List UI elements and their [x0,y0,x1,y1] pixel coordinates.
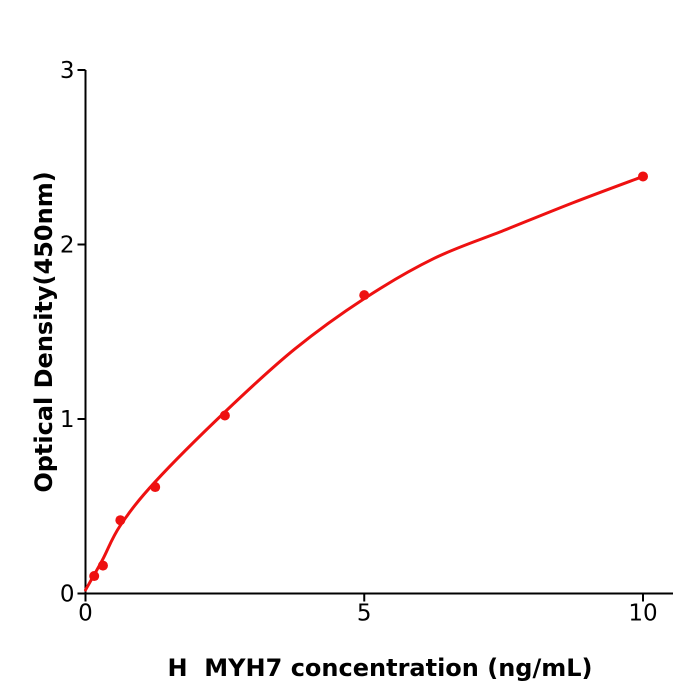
y-axis-tick-label: 2 [60,233,75,259]
data-point [219,410,230,421]
data-point [638,171,648,182]
x-axis-tick-label: 5 [357,601,372,627]
data-point [359,290,370,301]
y-axis-ticks: 0 1 2 3 [60,58,86,608]
fit-curve-line [84,174,645,592]
y-axis-tick-label: 3 [60,58,75,84]
x-axis-ticks: 0 5 10 [78,593,658,627]
data-point [115,515,126,526]
y-axis-tick-label: 0 [60,582,75,608]
data-point [89,571,100,582]
x-axis-tick-label: 0 [78,601,93,627]
data-points [89,171,648,582]
data-point [97,560,108,571]
y-axis-tick-label: 1 [60,407,75,433]
x-axis-label: H MYH7 concentration (ng/mL) [168,654,593,682]
axis-spines [84,70,673,595]
y-axis-label: Optical Density(450nm) [30,171,58,492]
data-point [150,482,161,493]
x-axis-tick-label: 10 [628,601,657,627]
